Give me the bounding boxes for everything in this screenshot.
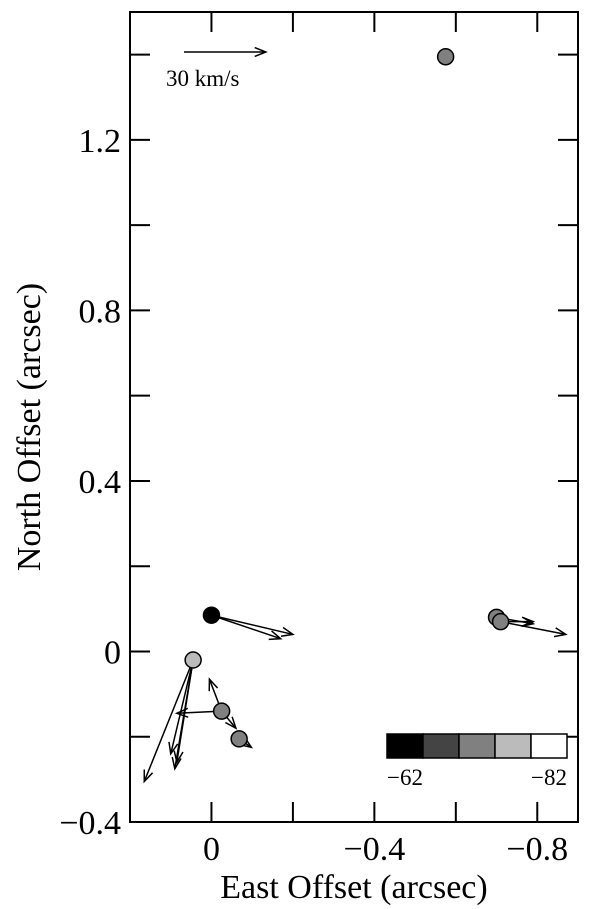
colorbar-swatch (458, 733, 496, 759)
x-axis-title: East Offset (arcsec) (220, 869, 487, 906)
y-tick-label: 0.4 (79, 464, 122, 501)
colorbar-swatch (422, 733, 460, 759)
velocity-scale-label: 30 km/s (166, 66, 240, 91)
velocity-vector-head (174, 707, 189, 718)
velocity-vector (173, 659, 194, 765)
maser-point (184, 651, 202, 669)
y-tick-label: 0.8 (79, 293, 122, 330)
velocity-vector-head (280, 626, 295, 637)
maser-point (491, 612, 510, 631)
velocity-vector-shaft (500, 620, 566, 636)
colorbar-swatch (530, 733, 568, 759)
colorbar-max-label: −82 (531, 765, 567, 790)
x-tick-label: −0.4 (344, 831, 406, 868)
velocity-vector (211, 614, 283, 641)
velocity-scale-arrow-head (254, 46, 268, 58)
velocity-vectors-layer (143, 614, 568, 784)
x-tick-label: 0 (203, 831, 220, 868)
velocity-vector-head (224, 716, 238, 730)
maser-point (436, 48, 455, 66)
velocity-vector-head (268, 630, 283, 641)
maser-point (212, 702, 231, 720)
velocity-vector-head (173, 750, 184, 765)
velocity-vector (500, 620, 568, 638)
x-tick-label: −0.8 (506, 831, 568, 868)
maser-points-layer (184, 48, 510, 748)
maser-point (202, 606, 221, 624)
velocity-vector-shaft (143, 659, 194, 782)
velocity-vector-head (208, 677, 219, 692)
velocity-vector (143, 659, 194, 784)
velocity-vector (211, 614, 295, 637)
velocity-scale-arrow (184, 46, 268, 58)
velocity-vector-shaft (169, 659, 194, 754)
velocity-vector-head (143, 769, 154, 784)
plot-frame (129, 11, 579, 823)
y-tick-label: 0 (104, 634, 121, 671)
velocity-vector (168, 659, 194, 756)
y-tick-label: −0.4 (59, 805, 121, 842)
colorbar-swatch (386, 733, 424, 759)
velocity-vector-head (521, 616, 536, 627)
colorbar-min-label: −62 (387, 765, 423, 790)
velocity-scale-legend: 30 km/s (166, 46, 268, 91)
velocity-vector-head (171, 756, 182, 771)
y-tick-label: 1.2 (79, 123, 122, 160)
y-axis-title: North Offset (arcsec) (11, 283, 48, 571)
colorbar: −62 −82 (386, 733, 568, 790)
maser-point (230, 730, 248, 748)
colorbar-swatch (494, 733, 532, 759)
velocity-vector-shaft (176, 659, 194, 763)
velocity-vector-head (168, 741, 179, 756)
velocity-vector-shaft (211, 614, 281, 640)
velocity-vector-shaft (211, 614, 294, 636)
velocity-vector-head (553, 627, 568, 638)
axes-layer: 0 −0.4 −0.8 −0.4 0 0.4 0.8 1.2 (59, 11, 579, 868)
